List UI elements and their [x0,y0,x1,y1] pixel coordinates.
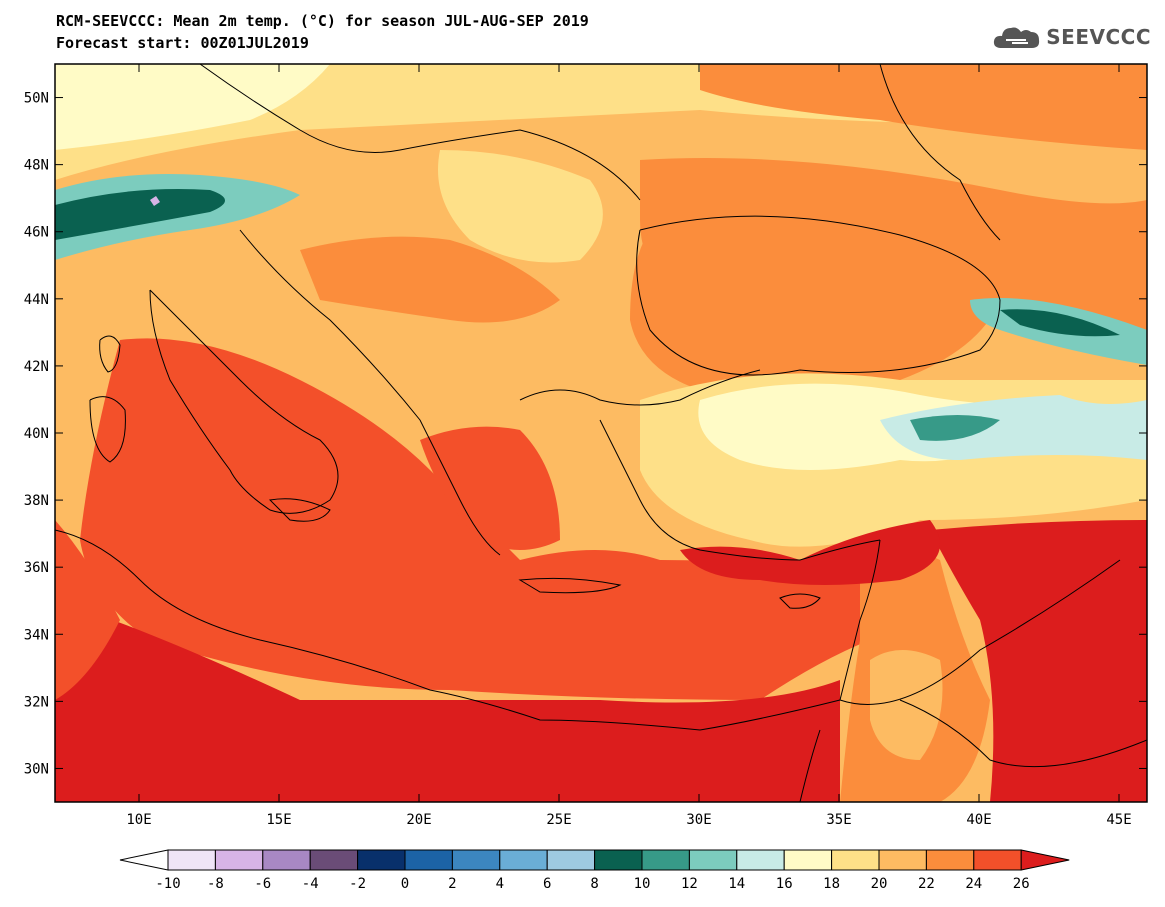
lon-tick-label: 30E [686,812,711,828]
colorbar-label: -8 [207,876,224,892]
lat-tick-label: 50N [24,91,49,107]
colorbar-label: 6 [543,876,551,892]
lon-tick-label: 15E [266,812,291,828]
colorbar-box [451,849,501,871]
coastlines [55,64,1147,802]
axis-ticks: 10E 15E 20E 25E 30E 35E 40E 45E 30N 32N 34N 36N 38N 4… [24,64,1147,828]
colorbar-label: 16 [776,876,793,892]
colorbar-label: 24 [965,876,982,892]
colorbar-box [783,849,833,871]
colorbar-label: 22 [918,876,935,892]
colorbar-box [736,849,785,871]
colorbar-label: -10 [155,876,180,892]
colorbar-label: 8 [590,876,598,892]
lat-tick-label: 46N [24,225,49,241]
colorbar-box [878,849,927,871]
colorbar-label: 18 [823,876,840,892]
cloud-icon [994,27,1040,48]
colorbar-labels: -10 -8 -6 -4 -2 0 2 4 6 8 10 12 14 16 18 20 22 24 26 [155,876,1029,892]
colorbar-box [973,849,1022,871]
colorbar-label: 14 [728,876,745,892]
colorbar-label: 12 [681,876,698,892]
lon-tick-label: 25E [546,812,571,828]
colorbar-max-arrow [1020,849,1070,871]
lat-tick-label: 36N [24,560,49,576]
lon-tick-label: 45E [1106,812,1131,828]
colorbar-box [167,849,216,871]
lon-tick-label: 20E [406,812,431,828]
colorbar-min-arrow [119,849,169,871]
colorbar-box [688,849,738,871]
colorbar-label: -2 [349,876,366,892]
colorbar-label: 10 [634,876,651,892]
colorbar-box [404,849,453,871]
colorbar-box [641,849,690,871]
colorbar-box [546,849,596,871]
lat-tick-label: 38N [24,493,49,509]
lat-tick-label: 40N [24,426,49,442]
logo-text: SEEVCCC [1046,25,1151,49]
colorbar-box [594,849,643,871]
lat-tick-label: 44N [24,292,49,308]
forecast-start-label: Forecast start: 00Z01JUL2019 [56,34,309,52]
lat-tick-label: 34N [24,627,49,643]
map-title: RCM-SEEVCCC: Mean 2m temp. (°C) for seas… [56,12,589,30]
colorbar-box [214,849,264,871]
lat-tick-label: 48N [24,158,49,174]
lon-tick-label: 35E [826,812,851,828]
lat-tick-label: 42N [24,359,49,375]
colorbar-label: 20 [871,876,888,892]
colorbar-label: 26 [1013,876,1030,892]
colorbar-box [309,849,359,871]
colorbar-box [262,849,311,871]
colorbar-box [925,849,975,871]
lon-tick-label: 40E [966,812,991,828]
colorbar-label: 2 [448,876,456,892]
colorbar-label: 4 [496,876,504,892]
colorbar-boxes [119,849,1070,871]
lat-tick-label: 30N [24,761,49,777]
colorbar-box [499,849,548,871]
colorbar-label: -6 [254,876,271,892]
colorbar-box [357,849,406,871]
colorbar-box [831,849,880,871]
colorbar-label: 0 [401,876,409,892]
colorbar-label: -4 [302,876,319,892]
lon-tick-label: 10E [126,812,151,828]
temperature-field [55,64,1147,802]
lat-tick-label: 32N [24,694,49,710]
seevccc-logo: SEEVCCC [992,24,1151,50]
